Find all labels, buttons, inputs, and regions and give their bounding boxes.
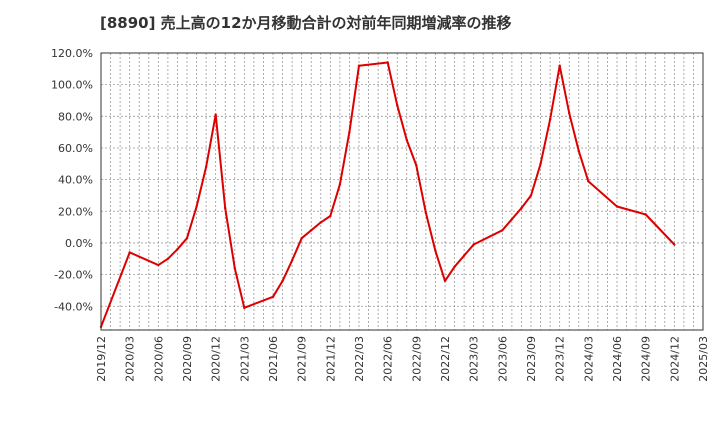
x-tick-label: 2020/12 — [210, 336, 223, 382]
x-tick-label: 2023/06 — [496, 336, 509, 382]
plot-frame — [100, 52, 704, 331]
data-point — [386, 61, 389, 64]
x-tick-label: 2022/03 — [353, 336, 366, 382]
data-point — [548, 118, 552, 121]
data-point — [453, 265, 456, 268]
y-tick-label: 120.0% — [51, 47, 93, 60]
data-point — [396, 104, 399, 107]
x-tick-label: 2020/03 — [124, 336, 137, 382]
data-point — [319, 221, 322, 224]
data-point — [357, 64, 361, 67]
data-point — [338, 183, 342, 186]
x-tick-label: 2021/12 — [324, 336, 337, 382]
data-point — [415, 164, 418, 167]
data-point — [176, 248, 179, 251]
x-tick-label: 2025/03 — [697, 336, 710, 382]
data-point — [185, 236, 189, 240]
y-tick-label: 40.0% — [58, 174, 93, 187]
data-point — [166, 257, 170, 260]
data-point — [510, 218, 514, 221]
data-point — [157, 263, 160, 267]
data-point — [290, 259, 294, 262]
x-tick-label: 2024/06 — [611, 336, 624, 382]
y-tick-label: 60.0% — [58, 142, 93, 155]
data-point — [233, 267, 236, 270]
data-point — [673, 243, 676, 246]
data-point — [281, 279, 284, 283]
data-point — [195, 205, 198, 208]
data-point — [329, 214, 332, 218]
data-point — [587, 180, 590, 183]
x-tick-label: 2021/09 — [296, 336, 309, 382]
x-tick-label: 2022/09 — [410, 336, 423, 382]
data-point — [472, 243, 475, 246]
x-tick-label: 2023/09 — [525, 336, 538, 382]
data-point — [529, 194, 533, 197]
data-point — [300, 236, 303, 240]
x-tick-label: 2023/12 — [554, 336, 567, 382]
data-point — [271, 295, 275, 298]
data-point — [558, 64, 561, 67]
x-tick-label: 2022/06 — [382, 336, 395, 382]
x-axis-ticks: 2019/12 2020/03 2020/06 2020/09 2020/12 2021/… — [95, 336, 710, 382]
data-point — [128, 251, 131, 254]
data-point — [204, 165, 208, 169]
x-tick-label: 2020/06 — [152, 336, 165, 382]
y-tick-label: -20.0% — [54, 269, 93, 282]
data-point — [615, 205, 619, 208]
grid-lines — [100, 52, 704, 330]
y-tick-label: 0.0% — [65, 237, 93, 250]
data-point — [310, 229, 313, 232]
x-tick-label: 2024/03 — [582, 336, 595, 382]
x-tick-label: 2020/09 — [181, 336, 194, 382]
x-tick-label: 2021/03 — [238, 336, 251, 382]
data-point — [539, 162, 542, 165]
y-tick-label: 20.0% — [58, 205, 93, 218]
data-point — [243, 306, 246, 310]
data-point — [520, 206, 523, 210]
data-point — [501, 229, 504, 232]
data-point — [577, 149, 580, 153]
data-point — [644, 213, 647, 216]
x-tick-label: 2024/12 — [668, 336, 681, 382]
y-tick-label: -40.0% — [54, 300, 93, 313]
x-tick-label: 2021/06 — [267, 336, 280, 382]
x-tick-label: 2023/03 — [468, 336, 481, 382]
data-point — [348, 130, 351, 134]
data-point — [443, 279, 447, 283]
x-tick-label: 2022/12 — [439, 336, 452, 382]
data-point — [568, 111, 571, 115]
y-tick-label: 80.0% — [58, 110, 93, 123]
data-point — [214, 113, 217, 116]
x-tick-label: 2024/09 — [640, 336, 653, 382]
data-point — [224, 206, 227, 210]
y-axis-ticks: -40.0% -20.0% 0.0% 20.0% 40.0% 60.0% 80.0% 100.… — [51, 47, 93, 313]
data-point — [462, 254, 466, 257]
y-tick-label: 100.0% — [51, 79, 93, 92]
data-point — [424, 211, 428, 215]
data-point — [405, 138, 408, 142]
chart-title: [8890] 売上高の12か月移動合計の対前年同期増減率の推移 — [100, 14, 512, 32]
data-point — [434, 249, 437, 253]
x-tick-label: 2019/12 — [95, 336, 108, 382]
series-group — [99, 61, 676, 329]
